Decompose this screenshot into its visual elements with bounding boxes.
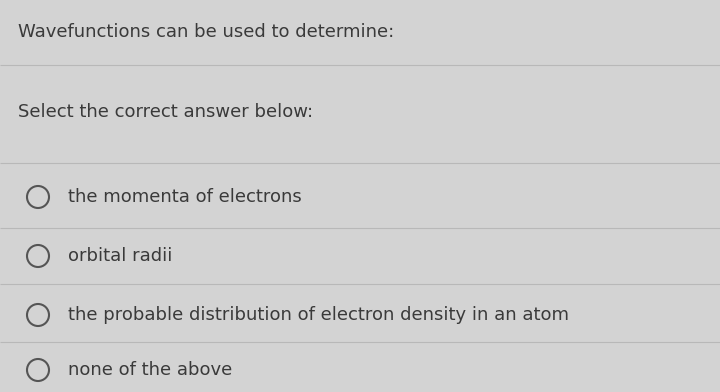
Text: orbital radii: orbital radii xyxy=(68,247,172,265)
Text: Wavefunctions can be used to determine:: Wavefunctions can be used to determine: xyxy=(18,23,395,41)
Text: none of the above: none of the above xyxy=(68,361,233,379)
Text: the probable distribution of electron density in an atom: the probable distribution of electron de… xyxy=(68,306,569,324)
Text: the momenta of electrons: the momenta of electrons xyxy=(68,188,302,206)
Text: Select the correct answer below:: Select the correct answer below: xyxy=(18,103,313,121)
